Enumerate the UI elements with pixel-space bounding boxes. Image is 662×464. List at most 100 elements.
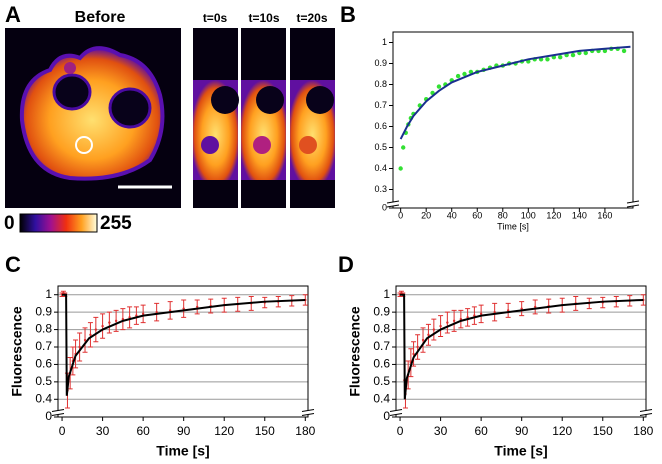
y-tick-label: 0.7	[373, 339, 390, 353]
chart: 0 0.4 0.5 0.6 0.7 0.8 0.9 1 0 30 60 90 120 150 180 Time…	[347, 285, 654, 459]
x-axis-label: Time [s]	[497, 221, 529, 231]
x-tick-label: 180	[295, 424, 315, 438]
data-point	[168, 309, 172, 312]
x-tick-label: 180	[633, 424, 653, 438]
y-tick-label: 0.7	[374, 100, 387, 110]
x-tick-label: 40	[447, 210, 457, 220]
axis-break	[301, 409, 315, 416]
data-point	[621, 48, 627, 54]
data-point	[436, 84, 442, 89]
axis-break	[626, 200, 640, 208]
data-point	[83, 338, 87, 342]
x-tick-label: 60	[474, 424, 488, 438]
data-point	[89, 333, 92, 336]
data-point	[493, 310, 496, 314]
y-tick-label: 0	[45, 409, 52, 423]
y-tick-label: 0.7	[35, 339, 52, 353]
data-point	[452, 319, 456, 323]
plot-frame	[395, 285, 647, 418]
x-tick-label: 120	[552, 424, 572, 438]
colorbar	[19, 213, 98, 233]
data-point	[94, 328, 98, 331]
y-tick-label: 0.9	[373, 304, 390, 318]
axis-break	[302, 410, 314, 415]
data-point	[455, 73, 461, 79]
x-tick-label: 150	[593, 424, 613, 438]
x-tick-label: 0	[398, 210, 403, 220]
y-tick-label: 0.8	[374, 79, 387, 89]
y-tick-label: 0.9	[35, 304, 52, 318]
axis-break	[386, 200, 400, 208]
data-point	[446, 321, 449, 324]
axis-break	[387, 202, 399, 206]
axis-break	[640, 410, 652, 415]
data-point	[427, 333, 430, 336]
y-tick-label: 0.4	[374, 163, 387, 173]
y-tick-label: 0	[382, 202, 387, 212]
x-tick-label: 0	[59, 424, 66, 438]
data-point	[570, 52, 576, 58]
axis-break	[627, 202, 639, 206]
y-tick-label: 0.4	[35, 391, 52, 405]
axis-break	[639, 409, 653, 416]
x-tick-label: 30	[96, 424, 110, 438]
chart: 0 0.3 0.4 0.5 0.6 0.7 0.8 0.9 1 0 20 40 60 80 100 120 14…	[374, 31, 640, 231]
data-point	[506, 309, 510, 312]
y-tick-label: 1	[382, 37, 387, 47]
panel-label: A	[5, 2, 21, 27]
image-timepoints	[193, 28, 335, 208]
data-point	[155, 310, 158, 314]
fit-line	[400, 293, 644, 400]
fit-line	[399, 45, 631, 140]
data-point	[416, 345, 419, 349]
x-tick-label: 0	[397, 424, 404, 438]
data-point	[432, 328, 436, 331]
y-axis-label: Fluorescence	[9, 306, 25, 396]
y-tick-label: 0.8	[373, 322, 390, 336]
y-tick-label: 0.8	[35, 322, 52, 336]
y-tick-label: 1	[383, 287, 390, 301]
y-tick-label: 0.4	[373, 391, 390, 405]
timepoint-label: t=0s	[203, 11, 228, 25]
y-tick-label: 0.5	[373, 374, 390, 388]
plot-frame	[57, 285, 309, 418]
data-point	[583, 50, 588, 56]
panel-label: B	[340, 2, 356, 27]
image-title: Before	[75, 9, 126, 26]
y-tick-label: 0.3	[374, 184, 387, 194]
timepoint-label: t=20s	[296, 11, 327, 25]
data-point	[182, 307, 185, 310]
y-tick-label: 0.5	[35, 374, 52, 388]
x-tick-label: 80	[498, 210, 508, 220]
data-point	[412, 352, 415, 356]
x-tick-label: 90	[177, 424, 191, 438]
data-point	[101, 324, 104, 328]
data-point	[114, 319, 118, 323]
panel-label: D	[338, 252, 354, 277]
data-point	[78, 345, 81, 349]
data-point	[520, 307, 523, 310]
y-tick-label: 0	[383, 409, 390, 423]
x-tick-label: 160	[597, 210, 612, 220]
x-tick-label: 90	[515, 424, 529, 438]
x-tick-label: 60	[472, 210, 482, 220]
axis-break	[390, 410, 402, 415]
colorbar-max: 255	[100, 213, 132, 234]
x-tick-label: 140	[572, 210, 587, 220]
y-tick-label: 0.6	[373, 357, 390, 371]
x-tick-label: 120	[546, 210, 561, 220]
data-point	[108, 321, 111, 324]
y-tick-label: 0.6	[35, 357, 52, 371]
colorbar-min: 0	[4, 213, 15, 234]
data-point	[195, 305, 199, 309]
data-point	[439, 324, 442, 328]
y-axis-label: Fluorescence	[347, 306, 363, 396]
x-tick-label: 150	[255, 424, 275, 438]
data-point	[141, 312, 145, 316]
x-tick-label: 60	[136, 424, 150, 438]
axis-break	[389, 409, 403, 416]
data-point	[479, 312, 483, 316]
data-point	[462, 71, 467, 77]
y-tick-label: 0.9	[374, 58, 387, 68]
chart: 0 0.4 0.5 0.6 0.7 0.8 0.9 1 0 30 60 90 120 150 180 Time…	[9, 285, 316, 459]
